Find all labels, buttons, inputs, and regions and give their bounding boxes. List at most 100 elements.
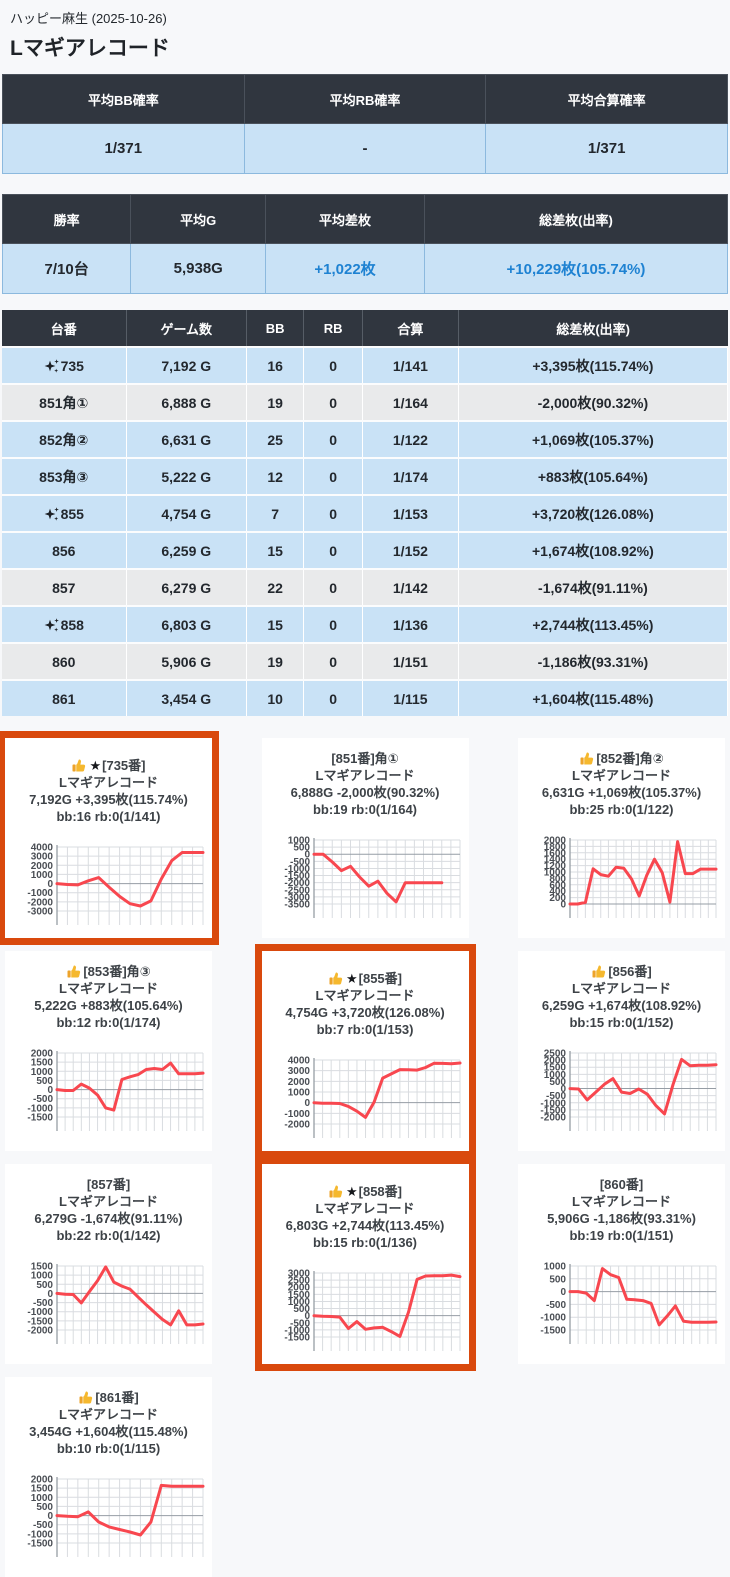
y-axis-tick-label: -1500 [540,1326,566,1337]
card-stats: 5,222G +883枚(105.64%) [34,998,183,1013]
card-bonus-stats: bb:7 rb:0(1/153) [316,1022,414,1037]
col-games-header: ゲーム数 [126,310,247,347]
card-machine-label: [852番]角② [596,751,664,766]
card-title: [852番]角② [518,750,725,767]
y-axis-tick-label: -500 [33,1094,53,1105]
slump-line [55,851,205,908]
y-axis-tick-label: 3000 [287,1269,310,1280]
games-cell: 4,754 G [126,494,247,532]
slump-line [568,1267,718,1327]
rb-cell: 0 [303,346,364,384]
bb-cell: 15 [246,531,305,569]
combined-cell: 1/153 [362,494,459,532]
bb-cell: 15 [246,605,305,643]
games-cell: 6,279 G [126,568,247,606]
slump-chart-wrap: 4000 3000 2000 1000 0 -1000 -2000 [264,1054,469,1147]
combined-cell: 1/151 [362,642,459,680]
dai-number-cell: 851角① [2,383,127,421]
total-diff-cell: +2,744枚(113.45%) [458,605,729,643]
card-title: [861番] [5,1389,212,1406]
dai-number-cell: 855 [2,494,127,532]
col-rb-header: RB [303,310,364,347]
combined-cell: 1/122 [362,420,459,458]
y-axis-tick-label: 1000 [544,1262,567,1273]
card-machine-label: [857番] [86,1177,131,1192]
card-machine-label: [856番] [608,964,652,979]
machine-card-852[interactable]: [852番]角② Lマギアレコード 6,631G +1,069枚(105.37%… [518,738,725,938]
combined-cell: 1/174 [362,457,459,495]
thumbs-up-icon [329,1185,343,1198]
win-rate-header: 勝率 [1,194,132,244]
machine-card-858[interactable]: ★[858番] Lマギアレコード 6,803G +2,744枚(113.45%)… [254,1157,476,1371]
rb-cell: 0 [303,494,364,532]
y-axis-tick-label: -500 [33,1298,53,1309]
y-axis-tick-label: -2000 [284,878,310,889]
win-rate-value: 7/10台 [1,243,132,294]
machine-card-860[interactable]: [860番] Lマギアレコード 5,906G -1,186枚(93.31%) b… [518,1164,725,1364]
bb-cell: 19 [246,383,305,421]
total-diff-header: 総差枚(出率) [423,194,729,244]
card-bonus-stats: bb:25 rb:0(1/122) [569,802,674,817]
avg-combined-rate-header: 平均合算確率 [485,74,728,124]
y-axis-tick-label: 4000 [287,1056,310,1067]
card-stats: 3,454G +1,604枚(115.48%) [29,1424,188,1439]
machine-card-853[interactable]: [853番]角③ Lマギアレコード 5,222G +883枚(105.64%) … [5,951,212,1151]
page-title: Lマギアレコード [10,37,170,60]
card-model-name: Lマギアレコード [59,775,158,790]
dai-number: 860 [52,653,76,670]
card-bonus-stats: bb:22 rb:0(1/142) [56,1228,161,1243]
dai-number: 855 [60,505,84,522]
y-axis-tick-label: 1400 [544,855,567,866]
card-bonus-stats: bb:10 rb:0(1/115) [56,1441,161,1456]
bb-cell: 7 [246,494,305,532]
machine-card-856[interactable]: [856番] Lマギアレコード 6,259G +1,674枚(108.92%) … [518,951,725,1151]
dai-number-cell: 861 [2,679,127,716]
total-diff-cell: +3,395枚(115.74%) [458,346,729,384]
card-bonus-stats: bb:16 rb:0(1/141) [56,809,161,824]
card-model-name: Lマギアレコード [59,1407,158,1422]
card-title: ★[855番] [262,970,469,987]
combined-cell: 1/115 [362,679,459,716]
combined-cell: 1/152 [362,531,459,569]
total-diff-cell: +1,604枚(115.48%) [458,679,729,716]
y-axis-tick-label: 2500 [544,1049,567,1060]
y-axis-tick-label: 400 [549,887,566,898]
summary-bb-table: 平均BB確率 平均RB確率 平均合算確率 1/371 - 1/371 [2,74,728,174]
machine-card-735[interactable]: ★[735番] Lマギアレコード 7,192G +3,395枚(115.74%)… [0,731,219,945]
card-stats: 5,906G -1,186枚(93.31%) [547,1211,696,1226]
y-axis-tick-label: 1000 [31,870,54,881]
col-bb-header: BB [246,310,305,347]
dai-number: 852角② [39,431,89,448]
rb-cell: 0 [303,568,364,606]
games-cell: 6,631 G [126,420,247,458]
card-model-name: Lマギアレコード [315,988,415,1003]
y-axis-tick-label: 500 [36,1280,53,1291]
y-axis-tick-label: 500 [293,1304,310,1315]
machine-card-857[interactable]: [857番] Lマギアレコード 6,279G -1,674枚(91.11%) b… [5,1164,212,1364]
machine-card-861[interactable]: [861番] Lマギアレコード 3,454G +1,604枚(115.48%) … [5,1377,212,1577]
avg-combined-rate-value: 1/371 [485,123,728,174]
slump-chart-wrap: 3000 2500 2000 1500 1000 500 0 -500 -1000 -1500 [264,1267,469,1360]
y-axis-tick-label: 0 [560,1287,566,1298]
page: { "page": { "hall_line": "ハッピー麻生 (2025-1… [0,11,729,1557]
card-model-name: Lマギアレコード [572,981,671,996]
games-cell: 5,906 G [126,642,247,680]
slump-line [55,1061,205,1112]
y-axis-tick-label: 1000 [544,868,567,879]
machine-card-851[interactable]: [851番]角① Lマギアレコード 6,888G -2,000枚(90.32%)… [261,738,469,938]
y-axis-tick-label: 1500 [31,1484,54,1495]
total-diff-cell: +3,720枚(126.08%) [458,494,729,532]
thumbs-up-icon [580,752,594,765]
dai-number-cell: 853角③ [2,457,127,495]
star-icon: ★ [345,971,358,986]
y-axis-tick-label: 1000 [287,1297,310,1308]
slump-chart-wrap: 2000 1500 1000 500 0 -500 -1000 -1500 [7,1473,212,1566]
dai-number: 851角① [39,394,89,411]
y-axis-tick-label: 2000 [287,1077,310,1088]
machine-card-855[interactable]: ★[855番] Lマギアレコード 4,754G +3,720枚(126.08%)… [254,944,476,1158]
